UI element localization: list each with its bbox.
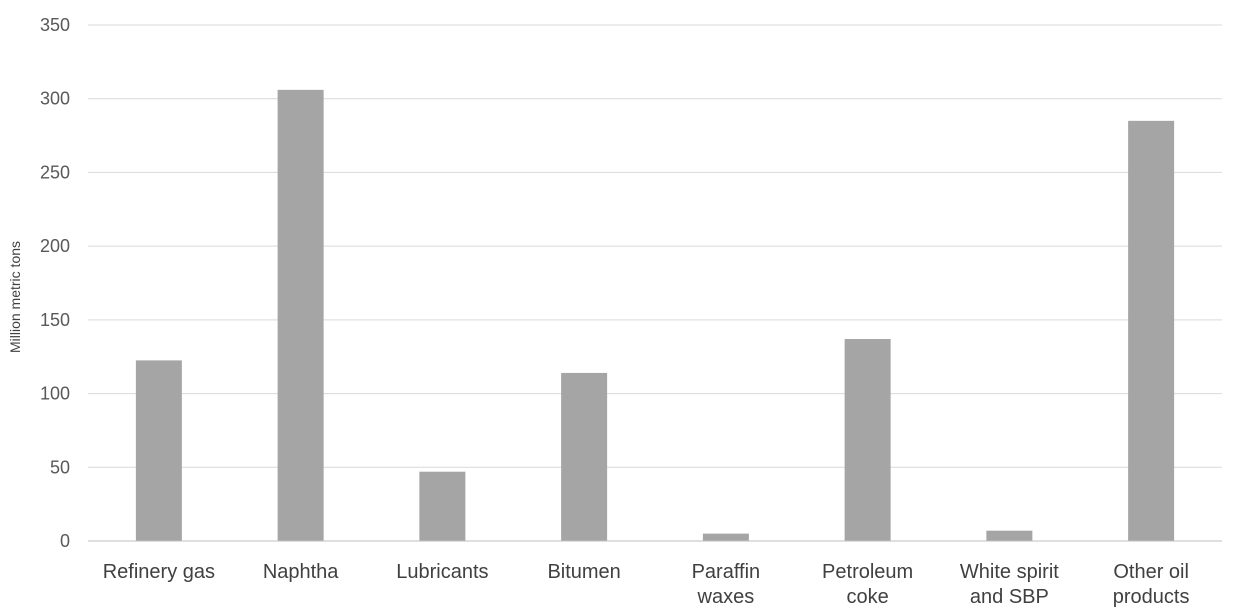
y-tick-label: 50 — [50, 457, 70, 477]
gridlines — [88, 24, 1222, 468]
x-category-label: Refinery gas — [103, 561, 215, 583]
y-tick-label: 350 — [40, 15, 70, 35]
x-category-label: coke — [847, 586, 889, 608]
bar — [844, 339, 891, 541]
bar — [986, 530, 1033, 541]
x-category-label: and SBP — [970, 586, 1049, 608]
x-category-label: Naphtha — [263, 561, 339, 583]
y-tick-label: 250 — [40, 162, 70, 182]
bar — [277, 89, 324, 542]
x-category-label: Lubricants — [396, 561, 488, 583]
x-category-label: White spirit — [960, 561, 1059, 583]
y-tick-label: 100 — [40, 384, 70, 404]
y-tick-label: 200 — [40, 236, 70, 256]
x-category-label: products — [1113, 586, 1190, 608]
x-category-label: waxes — [697, 586, 755, 608]
x-category-label: Petroleum — [822, 561, 913, 583]
bars — [135, 89, 1175, 542]
y-tick-label: 150 — [40, 310, 70, 330]
y-axis-ticks: 0 50 100 150 200 250 300 350 — [40, 15, 70, 551]
x-category-label: Other oil — [1113, 561, 1189, 583]
bar — [702, 533, 749, 541]
y-tick-label: 300 — [40, 89, 70, 109]
bar — [1128, 120, 1175, 541]
y-axis-label: Million metric tons — [7, 241, 23, 353]
x-axis-categories: Refinery gas Naphtha Lubricants Bitumen Para… — [103, 561, 1190, 608]
bar — [419, 471, 466, 541]
x-category-label: Bitumen — [547, 561, 620, 583]
bar — [135, 360, 182, 541]
x-category-label: Paraffin — [692, 561, 761, 583]
y-tick-label: 0 — [60, 531, 70, 551]
bar — [561, 372, 608, 541]
